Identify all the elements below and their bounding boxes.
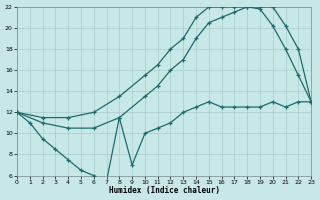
X-axis label: Humidex (Indice chaleur): Humidex (Indice chaleur) [108, 186, 220, 195]
